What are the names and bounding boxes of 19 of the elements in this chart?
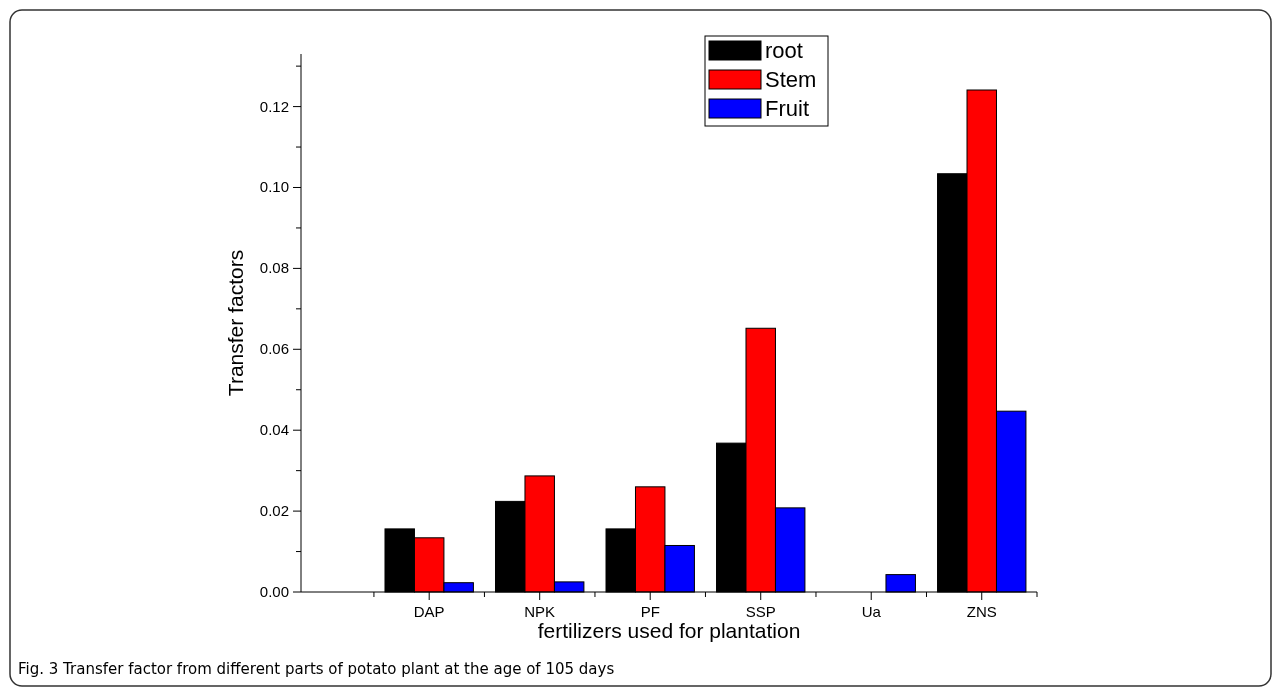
x-tick-label: Ua [861,603,882,620]
legend-label: Fruit [765,96,809,121]
legend-label: Stem [765,67,817,92]
y-tick-label: 0.02 [259,502,289,520]
y-tick-label: 0.06 [259,340,289,358]
x-tick-label: ZNS [966,603,997,620]
x-tick-label: PF [640,603,660,620]
y-tick-label: 0.00 [259,583,289,600]
x-tick-label: DAP [413,603,445,620]
x-axis-title: fertilizers used for plantation [537,619,801,642]
legend-label: root [765,38,803,63]
y-axis-title: Transfer factors [224,249,247,397]
y-tick-label: 0.10 [259,178,289,196]
y-tick-label: 0.08 [259,259,289,277]
x-tick-label: NPK [524,603,556,620]
y-tick-label: 0.04 [259,421,289,439]
y-tick-label: 0.12 [259,97,289,115]
x-tick-label: SSP [745,603,776,620]
caption: Fig. 3 Transfer factor from different parts of potato plant at the age of 105 days [18,660,615,678]
